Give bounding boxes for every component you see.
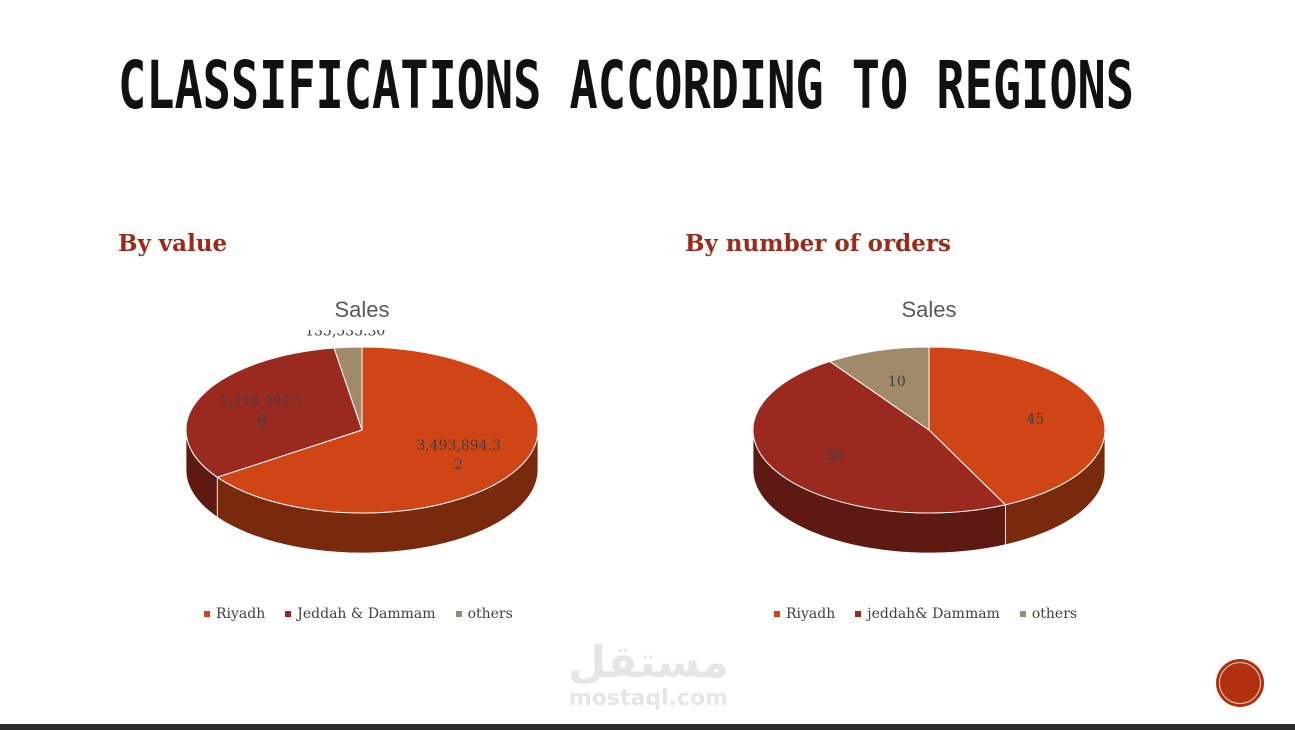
data-label: 3,493,894.3 2 [416, 438, 501, 473]
slide-title: CLASSIFICATIONS ACCORDING TO REGIONS [118, 47, 1134, 124]
legend-item: Riyadh [204, 606, 265, 622]
pie-chart-by-value: 3,493,894.3 2 1,715,297.1 6 135,535.30 [185, 330, 539, 554]
watermark-latin: mostaql.com [568, 686, 729, 711]
data-label: 45 [1026, 412, 1044, 428]
chart-title-right: Sales [901, 297, 957, 322]
data-label: 135,535.30 [305, 330, 385, 340]
legend-item: jeddah& Dammam [855, 606, 1000, 622]
footer-bar [0, 724, 1295, 730]
slide-number-badge [1216, 659, 1264, 707]
data-label: 50 [826, 449, 844, 465]
pie-chart-by-orders: 45 50 10 [752, 346, 1106, 554]
pie-slice-jeddah-dammam [185, 347, 363, 478]
legend-item: Riyadh [774, 606, 835, 622]
pie-slice-riyadh [928, 346, 1106, 506]
heading-by-value: By value [118, 230, 228, 257]
chart-title-left: Sales [334, 297, 390, 322]
legend-right: Riyadh jeddah& Dammam others [774, 606, 1077, 622]
legend-item: others [455, 606, 513, 622]
pie-slice-others [828, 346, 930, 431]
legend-left: Riyadh Jeddah & Dammam others [204, 606, 513, 622]
heading-by-orders: By number of orders [685, 230, 951, 257]
slide-title-wrapper: CLASSIFICATIONS ACCORDING TO REGIONS [118, 47, 1134, 124]
pie-slice-riyadh [216, 346, 539, 514]
pie-slice-others [333, 346, 363, 431]
legend-item: others [1019, 606, 1077, 622]
watermark-arabic: مستقل [568, 637, 729, 688]
watermark-logo: مستقل mostaql.com [568, 637, 729, 712]
legend-item: Jeddah & Dammam [285, 606, 436, 622]
pie-slice-jeddah-dammam [752, 360, 1007, 514]
data-label: 10 [888, 374, 906, 390]
data-label: 1,715,297.1 6 [219, 394, 304, 429]
